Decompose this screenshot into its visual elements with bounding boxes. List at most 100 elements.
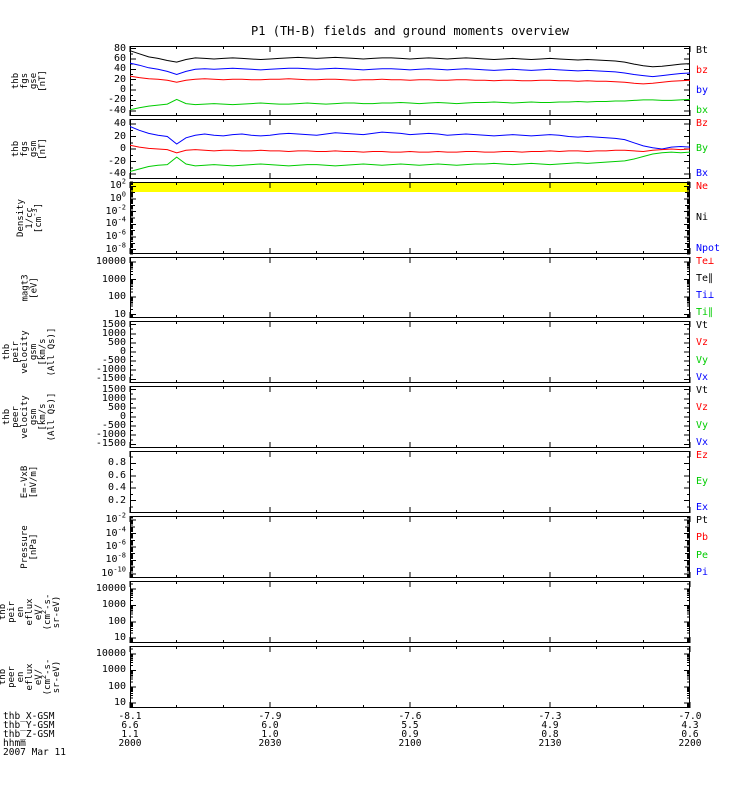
legend-label-Ti∥: Ti∥	[696, 307, 714, 318]
footer-value: 4.9	[541, 720, 559, 731]
footer-value: 0.8	[541, 729, 559, 740]
footer-value: 0.9	[401, 729, 419, 740]
y-tick-label: 10-2	[105, 203, 126, 217]
y-tick-label: 10000	[95, 648, 126, 660]
panel-thb_peer_velocity_gsm	[129, 386, 691, 448]
y-tick-label: 20	[113, 73, 126, 85]
footer-value: 5.5	[401, 720, 419, 731]
y-tick-label: 500	[107, 401, 126, 413]
legend-label-Vz: Vz	[696, 337, 709, 349]
y-tick-label: 10	[113, 697, 126, 709]
footer-value: 1.0	[261, 729, 279, 740]
y-tick-label: 500	[107, 336, 126, 348]
panel-thb_peir_en_eflux	[129, 580, 691, 643]
y-tick-label: 10	[113, 308, 126, 320]
legend-label-Ey: Ey	[696, 476, 709, 487]
panel-frame	[130, 321, 690, 383]
panel-thb_peir_velocity_gsm	[129, 321, 691, 383]
legend-label-Vz: Vz	[696, 402, 709, 414]
y-tick-label: 1000	[101, 599, 126, 611]
legend-label-Pe: Pe	[696, 549, 709, 561]
footer-row-label: thb_Y-GSM	[3, 720, 55, 731]
legend-label-Ti⊥: Ti⊥	[696, 290, 715, 301]
y-tick-label: 100	[107, 615, 126, 627]
legend-label-Vx: Vx	[696, 437, 709, 448]
chart-title: P1 (TH-B) fields and ground moments over…	[251, 24, 569, 38]
y-tick-label: 0.8	[107, 457, 126, 469]
footer-value: -7.9	[258, 711, 282, 722]
y-tick-label: 1000	[101, 327, 126, 339]
series-Bt	[129, 50, 691, 68]
y-tick-label: 1500	[101, 318, 126, 330]
panel-density	[129, 181, 691, 255]
legend-label-Bt: Bt	[696, 45, 709, 56]
y-tick-label: 10-8	[105, 552, 126, 566]
y-tick-label: 100	[109, 190, 126, 205]
y-tick-label: 40	[113, 118, 126, 129]
footer-value: -7.0	[678, 711, 702, 722]
legend-label-Ni: Ni	[696, 212, 709, 223]
y-tick-label: 10-6	[105, 538, 126, 552]
y-tick-label: 100	[107, 680, 126, 692]
legend-label-Te∥: Te∥	[696, 273, 714, 284]
panel-frame	[130, 581, 690, 643]
y-tick-label: 10000	[95, 583, 126, 595]
y-tick-label: 10	[113, 632, 126, 644]
legend-label-bz: bz	[696, 65, 709, 76]
footer-value: -7.6	[398, 711, 422, 722]
panel-thb_peer_en_eflux	[129, 645, 691, 708]
footer-value: -8.1	[118, 711, 142, 722]
x-tick-label: 2100	[398, 738, 422, 749]
legend-label-Ez: Ez	[696, 450, 709, 461]
series-Bx	[129, 126, 691, 150]
footer-value: 4.3	[681, 720, 699, 731]
legend-label-Vt: Vt	[696, 385, 709, 396]
footer-value: 0.6	[681, 729, 699, 740]
y-tick-label: -1000	[95, 429, 126, 441]
y-tick-label: 10-4	[105, 525, 126, 539]
legend-label-Vy: Vy	[696, 419, 709, 431]
series-by	[129, 62, 691, 78]
y-tick-label: 102	[109, 178, 126, 192]
legend-label-Ex: Ex	[696, 502, 709, 513]
y-tick-label: 10-8	[105, 241, 126, 255]
y-tick-label: 1000	[101, 273, 126, 285]
legend-label-Te⊥: Te⊥	[696, 256, 715, 267]
y-tick-label: 0.4	[107, 482, 126, 494]
panel-magt3	[129, 257, 691, 318]
legend-label-By: By	[696, 143, 709, 154]
panel-pressure	[129, 516, 691, 578]
legend-label-Vx: Vx	[696, 372, 709, 383]
y-tick-label: -500	[101, 355, 126, 367]
y-tick-label: 0	[119, 84, 126, 96]
y-tick-label: -20	[107, 94, 126, 106]
legend-label-Pi: Pi	[696, 567, 709, 578]
panel-frame	[130, 451, 690, 513]
y-tick-label: 100	[107, 291, 126, 303]
y-tick-label: 10-4	[105, 215, 126, 230]
y-tick-label: -40	[107, 104, 126, 116]
y-tick-label: 0.2	[107, 494, 126, 506]
y-tick-label: -1000	[95, 364, 126, 376]
x-tick-label: 2200	[678, 738, 702, 749]
x-tick-label: 2030	[258, 738, 282, 749]
y-tick-label: 60	[113, 52, 126, 64]
y-tick-label: 1000	[101, 664, 126, 676]
y-tick-label: 10-2	[105, 511, 126, 526]
footer-value: -7.3	[538, 711, 562, 722]
legend-label-Bz: Bz	[696, 118, 709, 129]
y-tick-label: 1500	[101, 383, 126, 395]
panel-e_vxb	[129, 451, 691, 513]
y-tick-label: 80	[113, 42, 126, 54]
panel-frame	[130, 516, 690, 578]
time-axis-label: hhmm	[3, 738, 26, 749]
panel-frame	[130, 386, 690, 448]
series-By	[129, 151, 691, 172]
legend-label-Pt: Pt	[696, 515, 709, 526]
series-bz	[129, 75, 691, 85]
series-bx	[129, 98, 691, 111]
x-tick-label: 2130	[538, 738, 562, 749]
